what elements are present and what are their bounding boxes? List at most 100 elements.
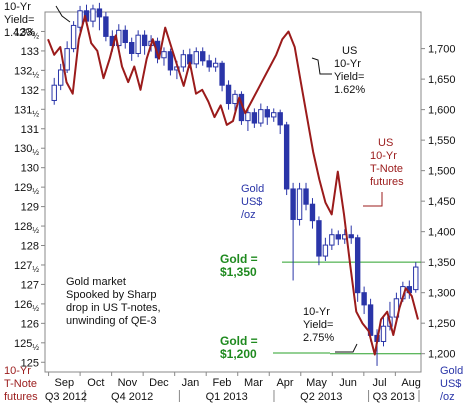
right-tick-label: 1,350	[428, 257, 456, 269]
right-tick-label: 1,400	[428, 227, 456, 239]
candle-body	[283, 124, 290, 190]
commentary-text: Gold market Spooked by Sharp drop in US T-…	[66, 276, 161, 327]
candle-body	[103, 16, 109, 37]
note-label-text: US 10-Yr T-Note futures	[370, 137, 404, 188]
candle-body	[225, 84, 232, 105]
quarter-label: Q1 2013	[206, 391, 248, 403]
right-tick-label: 1,550	[428, 135, 456, 147]
gold-1200-text: Gold = $1,200	[220, 334, 258, 361]
left-tick-fraction: ½	[32, 343, 39, 352]
quarter-axis: Q3 2012 Q4 2012 Q1 2013 Q2 2013 Q3 2013	[45, 390, 420, 403]
right-tick-label: 1,200	[428, 349, 456, 361]
candle-body	[354, 237, 361, 294]
candle-body	[264, 109, 270, 118]
candle-body	[206, 60, 212, 68]
gold-label-text: Gold US$/oz	[241, 183, 264, 221]
month-label: Aug	[401, 377, 421, 389]
candle-body	[245, 112, 251, 122]
candle-body	[129, 42, 135, 54]
candle-body	[296, 188, 303, 220]
left-tick-label: 132½	[14, 65, 39, 79]
right-tick-label: 1,500	[428, 166, 456, 178]
month-label: Sep	[55, 377, 75, 389]
candle-body	[193, 51, 199, 65]
yield-start-leader	[55, 5, 71, 23]
candle-body	[212, 62, 219, 68]
right-tick-label: 1,450	[428, 196, 456, 208]
left-tick-label: 126	[21, 318, 39, 330]
quarter-label: Q3 2013	[373, 391, 415, 403]
left-tick-label: 130½	[14, 143, 39, 157]
candle-body	[258, 109, 264, 124]
candle-body	[309, 203, 316, 222]
candle-body	[219, 62, 225, 86]
candle-body	[122, 29, 128, 44]
candle-body	[96, 8, 103, 18]
candle-body	[413, 266, 419, 291]
quarter-label: Q3 2012	[45, 391, 87, 403]
candle-body	[335, 234, 341, 240]
month-label: Mar	[244, 377, 263, 389]
left-tick-fraction: ½	[32, 226, 39, 235]
left-tick-label: 129	[21, 202, 39, 214]
left-tick-label: 127	[21, 279, 39, 291]
candle-body	[316, 220, 322, 257]
gold-1350-text: Gold = $1,350	[220, 252, 258, 279]
right-tick-label: 1,700	[428, 44, 456, 56]
candle-body	[51, 84, 57, 101]
candle-body	[329, 234, 335, 246]
right-tick-label: 1,650	[428, 74, 456, 86]
candle-body	[380, 325, 387, 342]
yield-end-leader	[335, 343, 358, 353]
candle-body	[141, 34, 148, 47]
left-tick-label: 127½	[14, 260, 39, 274]
month-axis: Sep Oct Nov Dec Jan Feb Mar Apr May Jun Jul Aug	[48, 372, 421, 389]
candle-body	[361, 292, 367, 306]
left-tick-label: 125½	[14, 338, 39, 352]
month-label: Jan	[182, 377, 200, 389]
candle-body	[322, 244, 329, 257]
left-tick-label: 132	[21, 85, 39, 97]
candle-body	[200, 51, 206, 62]
candle-body	[180, 54, 187, 68]
candle-body	[271, 112, 277, 118]
quarter-label: Q2 2013	[300, 391, 342, 403]
candle-body	[290, 188, 296, 220]
right-axis: 1,200 1,250 1,300 1,350 1,400 1,450 1,500 1,550…	[421, 44, 456, 361]
left-axis-corner-label: 10-Yr T-Note futures	[4, 365, 38, 403]
left-tick-fraction: ½	[32, 109, 39, 118]
yield-peak-text: US 10-Yr Yield= 1.62%	[334, 45, 365, 96]
candle-body	[90, 8, 96, 22]
note-label-leader	[363, 192, 383, 207]
candle-body	[251, 112, 258, 124]
yield-start-text: 10-Yr Yield= 1.42%	[4, 1, 35, 39]
left-tick-label: 128½	[14, 221, 39, 235]
left-tick-label: 129½	[14, 182, 39, 196]
right-tick-label: 1,600	[428, 105, 456, 117]
right-tick-label: 1,300	[428, 288, 456, 300]
left-tick-label: 125	[21, 357, 39, 369]
right-axis-corner-label: Gold US$/oz	[440, 365, 463, 403]
month-label: Jul	[373, 377, 387, 389]
yield-peak-leader	[311, 57, 332, 75]
left-axis: 125 125½ 126 126½ 127 127½ 128 128½ 129 129½ 130 13…	[14, 26, 45, 369]
candle-body	[57, 69, 64, 86]
month-label: Dec	[149, 377, 169, 389]
yield-end-text: 10-Yr Yield= 2.75%	[303, 306, 334, 344]
candle-body	[77, 10, 83, 28]
left-tick-label: 130	[21, 163, 39, 175]
month-label: Apr	[276, 377, 293, 389]
left-tick-fraction: ½	[32, 187, 39, 196]
month-label: Oct	[87, 377, 104, 389]
month-label: Jun	[339, 377, 357, 389]
tnote-futures-line	[47, 14, 419, 356]
left-tick-fraction: ½	[32, 70, 39, 79]
candle-body	[135, 34, 141, 54]
candle-body	[303, 188, 309, 205]
month-label: Nov	[118, 377, 138, 389]
left-tick-fraction: ½	[32, 304, 39, 313]
left-tick-fraction: ½	[32, 265, 39, 274]
candle-body	[161, 51, 167, 59]
